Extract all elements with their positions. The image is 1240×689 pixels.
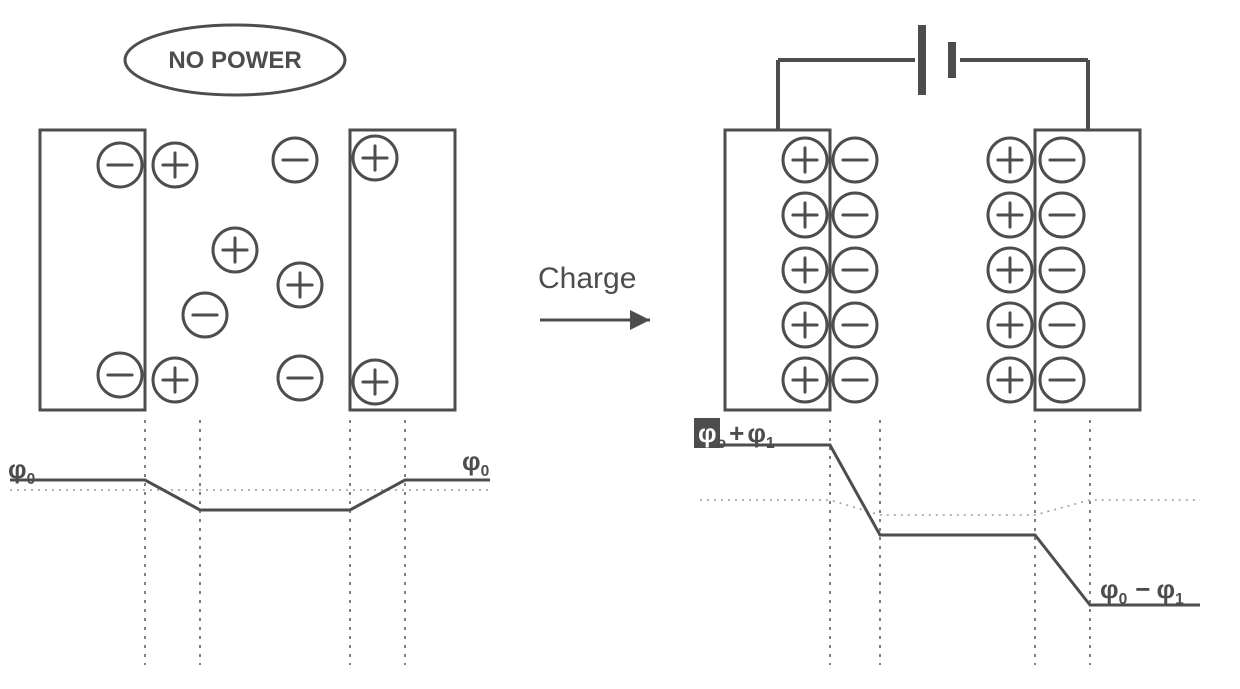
no-power-label: NO POWER <box>168 47 301 74</box>
phi-plus-label-overlay: φ <box>698 418 717 448</box>
phi-minus-label: φ0−φ1 <box>1100 574 1184 608</box>
charge-label: Charge <box>538 262 636 295</box>
